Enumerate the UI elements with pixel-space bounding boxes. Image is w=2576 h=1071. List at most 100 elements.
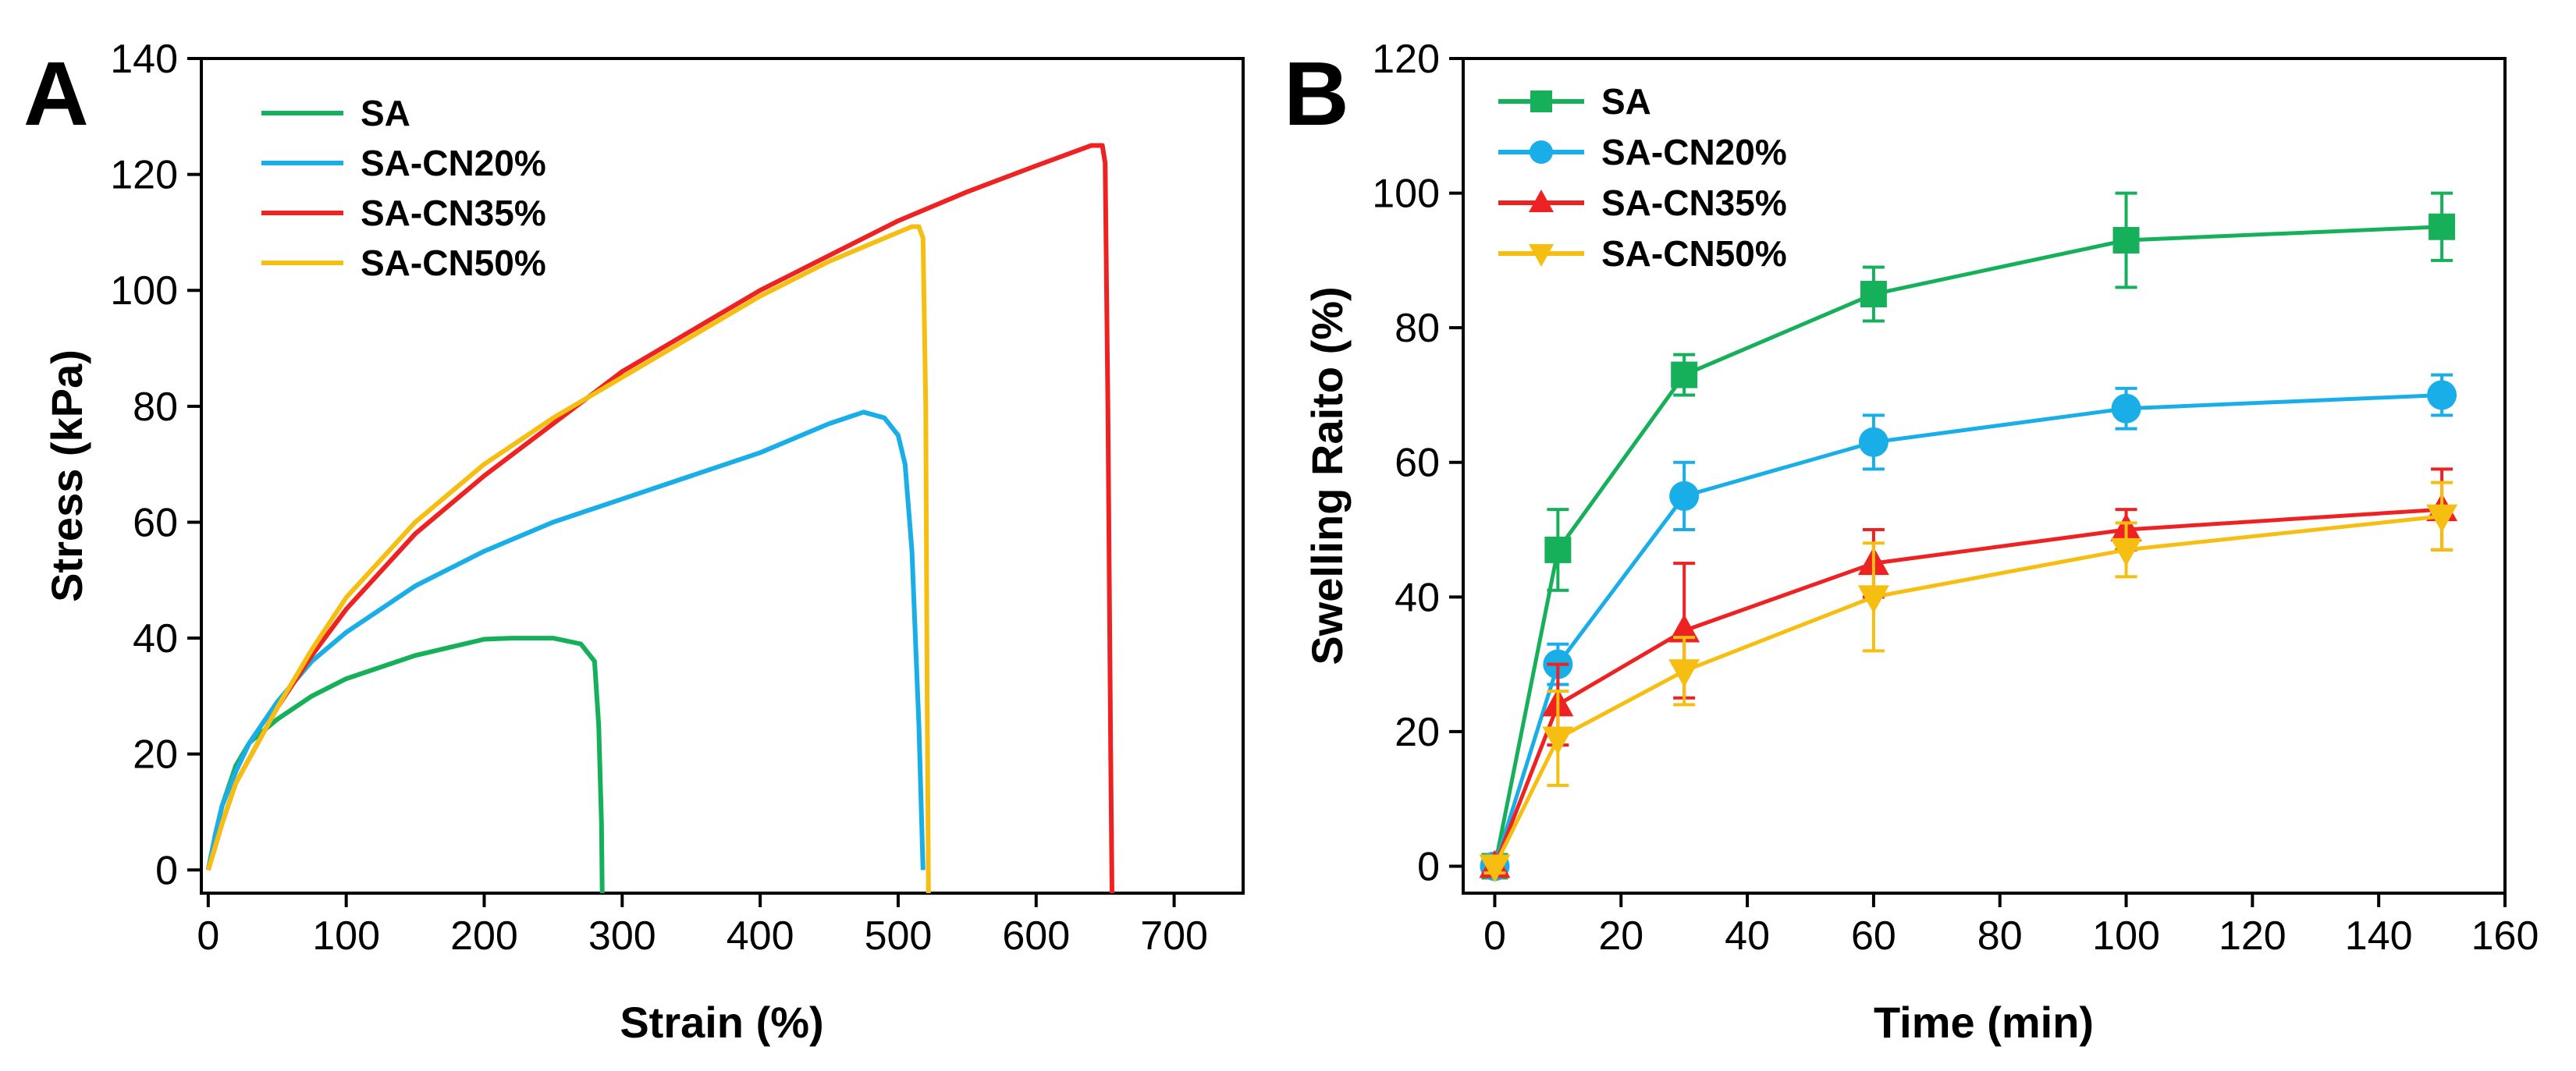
- data-point: [1860, 281, 1887, 308]
- series-line-sa: [1493, 225, 2443, 867]
- data-point: [1857, 585, 1889, 614]
- data-point: [1668, 659, 1700, 688]
- legend-a: SA SA-CN20% SA-CN35% SA-CN50%: [261, 93, 546, 283]
- x-tick-label: 0: [197, 913, 219, 959]
- y-tick-label: 0: [1417, 844, 1440, 889]
- x-tick-label: 160: [2471, 913, 2539, 959]
- series-line-sa-cn35: [1493, 507, 2443, 867]
- legend-item-sa-cn35: SA-CN35%: [261, 193, 546, 233]
- y-axis-title-b: Swelling Raito (%): [1302, 286, 1352, 665]
- legend-label: SA-CN20%: [361, 143, 546, 183]
- x-tick-label: 60: [1851, 913, 1896, 959]
- legend-marker: [1530, 90, 1552, 112]
- data-point: [1544, 536, 1572, 563]
- series-group-a: [205, 143, 1114, 894]
- data-point: [2111, 393, 2141, 424]
- data-point: [1479, 854, 1511, 883]
- x-tick-label: 0: [1483, 913, 1506, 959]
- x-tick-label: 140: [2345, 913, 2413, 959]
- legend-label: SA: [1601, 81, 1651, 122]
- series-sa: [1481, 191, 2456, 880]
- y-tick-label: 40: [1395, 575, 1440, 620]
- x-tick-label: 600: [1002, 913, 1070, 959]
- legend-label: SA-CN35%: [1601, 183, 1787, 223]
- legend-item-sa-cn50: SA-CN50%: [1498, 233, 1787, 274]
- axis-ticks-a: 0 100 200 300 400 500 600 700 0 20 40 60 80 100 120 140: [110, 37, 1208, 959]
- x-tick-label: 700: [1140, 913, 1208, 959]
- y-tick-label: 120: [110, 153, 178, 198]
- x-tick-label: 80: [1977, 913, 2023, 959]
- x-tick-label: 40: [1725, 913, 1770, 959]
- data-point: [1858, 427, 1888, 457]
- y-tick-label: 140: [110, 37, 178, 82]
- data-point: [2426, 504, 2458, 533]
- legend-item-sa-cn20: SA-CN20%: [1498, 132, 1787, 172]
- x-tick-label: 120: [2219, 913, 2286, 959]
- series-sa-cn20: [1480, 373, 2457, 881]
- x-tick-label: 300: [588, 913, 656, 959]
- data-point: [2112, 226, 2140, 254]
- data-point: [1542, 726, 1574, 755]
- data-point: [1668, 614, 1700, 643]
- x-tick-label: 200: [450, 913, 518, 959]
- series-sa-cn35: [205, 143, 1114, 894]
- y-tick-label: 60: [1395, 441, 1440, 486]
- y-tick-label: 0: [155, 848, 178, 893]
- data-point: [2427, 380, 2457, 410]
- series-line-sa: [205, 636, 605, 894]
- x-axis-title-a: Strain (%): [620, 998, 823, 1047]
- series-sa-cn50: [1479, 481, 2458, 883]
- y-tick-label: 80: [133, 385, 178, 430]
- series-line-sa-cn50: [205, 224, 931, 894]
- legend-label: SA-CN35%: [361, 193, 546, 233]
- data-point: [2429, 213, 2456, 240]
- legend-marker: [1530, 140, 1553, 164]
- legend-label: SA-CN20%: [1601, 132, 1787, 172]
- series-line-sa-cn35: [205, 143, 1114, 894]
- panel-label-b: B: [1284, 43, 1349, 144]
- series-line-sa-cn50: [1493, 514, 2443, 867]
- y-tick-label: 60: [133, 500, 178, 545]
- x-tick-label: 100: [2092, 913, 2160, 959]
- x-tick-label: 20: [1598, 913, 1643, 959]
- legend-item-sa-cn20: SA-CN20%: [261, 143, 546, 183]
- legend-item-sa-cn50: SA-CN50%: [261, 243, 546, 283]
- series-sa: [205, 636, 605, 894]
- series-line-sa-cn20: [205, 410, 926, 871]
- legend-item-sa: SA: [261, 93, 410, 133]
- series-group-b: [1479, 191, 2458, 883]
- legend-label: SA-CN50%: [361, 243, 546, 283]
- y-tick-label: 40: [133, 616, 178, 661]
- x-tick-label: 100: [312, 913, 380, 959]
- legend-item-sa-cn35: SA-CN35%: [1498, 183, 1787, 223]
- x-tick-label: 400: [727, 913, 794, 959]
- x-tick-label: 500: [865, 913, 933, 959]
- data-point: [2110, 537, 2142, 566]
- y-tick-label: 120: [1372, 37, 1440, 82]
- y-tick-label: 20: [133, 732, 178, 778]
- plot-frame-b: [1462, 57, 2507, 895]
- data-point: [1671, 361, 1698, 388]
- y-tick-label: 20: [1395, 710, 1440, 755]
- y-tick-label: 100: [1372, 172, 1440, 217]
- x-axis-title-b: Time (min): [1874, 998, 2094, 1047]
- y-axis-title-a: Stress (kPa): [42, 349, 91, 602]
- series-line-sa-cn20: [1493, 393, 2443, 867]
- panel-label-a: A: [23, 43, 89, 144]
- chart-panel-b: B 0 20 40 60 80 100 120 140 160 0 20 40 60 80 100 120 S…: [1284, 37, 2539, 1047]
- y-tick-label: 100: [110, 268, 178, 314]
- legend-marker: [1529, 190, 1554, 212]
- plot-frame-a: [200, 57, 1245, 895]
- legend-item-sa: SA: [1498, 81, 1651, 122]
- series-sa-cn20: [205, 410, 926, 871]
- data-point: [1669, 481, 1700, 511]
- chart-panel-a: A 0 100 200 300 400 500 600 700 0 20 40 60 80 100 120 1…: [23, 37, 1245, 1047]
- legend-label: SA-CN50%: [1601, 233, 1787, 274]
- y-tick-label: 80: [1395, 306, 1440, 351]
- legend-b: SA SA-CN20% SA-CN35% SA-CN50%: [1498, 81, 1787, 274]
- axis-ticks-b: 0 20 40 60 80 100 120 140 160 0 20 40 60 80 100 120: [1372, 37, 2539, 959]
- legend-marker: [1529, 244, 1554, 267]
- legend-label: SA: [361, 93, 410, 133]
- series-sa-cn50: [205, 224, 931, 894]
